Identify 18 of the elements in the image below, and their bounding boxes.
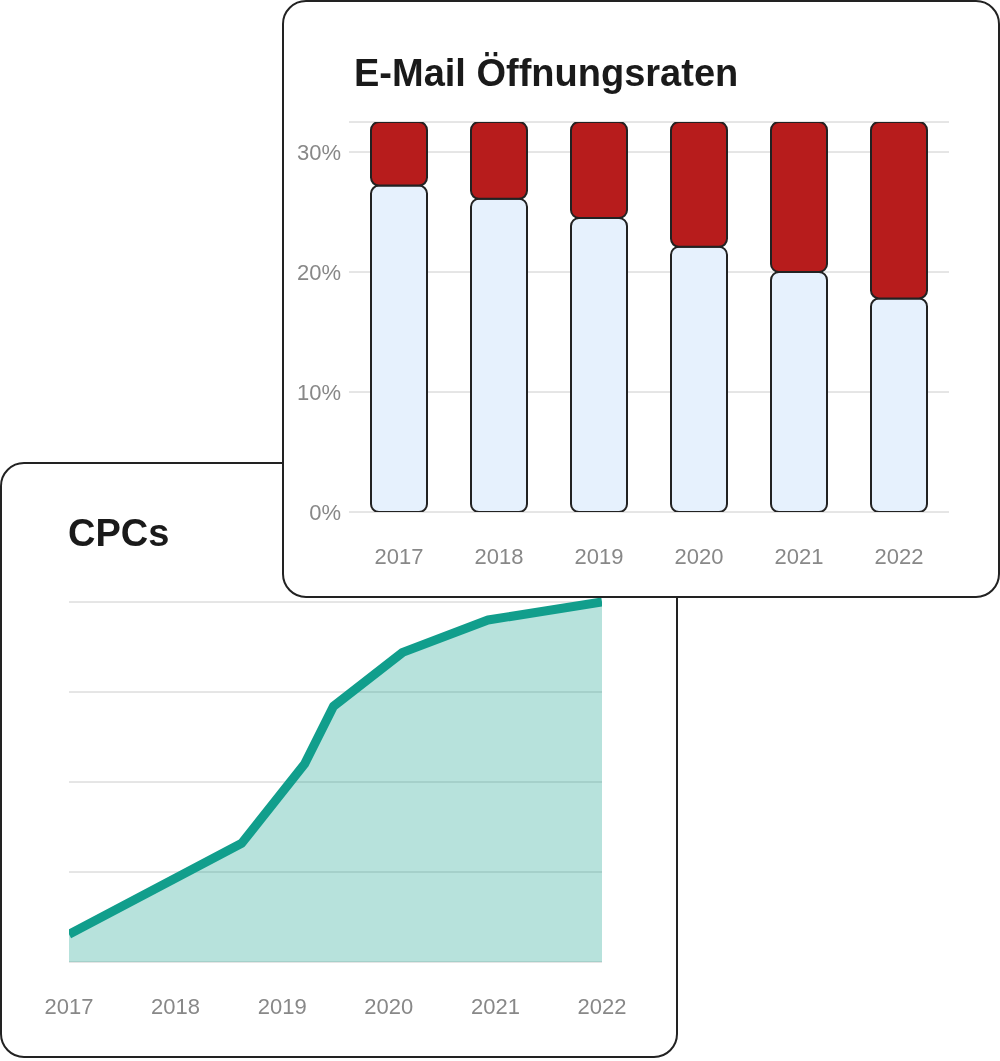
y-tick-label: 20% bbox=[296, 259, 341, 285]
chart-title: CPCs bbox=[68, 512, 170, 555]
x-tick-label: 2022 bbox=[874, 543, 924, 569]
x-tick-label: 2019 bbox=[257, 993, 307, 1019]
chart-title: E-Mail Öffnungsraten bbox=[354, 52, 739, 95]
x-tick-label: 2021 bbox=[774, 543, 824, 569]
y-tick-label: 30% bbox=[296, 139, 341, 165]
x-tick-label: 2019 bbox=[574, 543, 624, 569]
x-tick-label: 2020 bbox=[364, 993, 414, 1019]
x-tick-label: 2017 bbox=[44, 993, 94, 1019]
x-tick-label: 2017 bbox=[374, 543, 424, 569]
x-tick-label: 2022 bbox=[577, 993, 627, 1019]
x-tick-label: 2018 bbox=[474, 543, 524, 569]
y-tick-label: 0% bbox=[309, 499, 341, 525]
y-tick-label: 10% bbox=[296, 379, 341, 405]
x-tick-label: 2021 bbox=[470, 993, 520, 1019]
x-tick-label: 2018 bbox=[151, 993, 201, 1019]
x-tick-label: 2020 bbox=[674, 543, 724, 569]
